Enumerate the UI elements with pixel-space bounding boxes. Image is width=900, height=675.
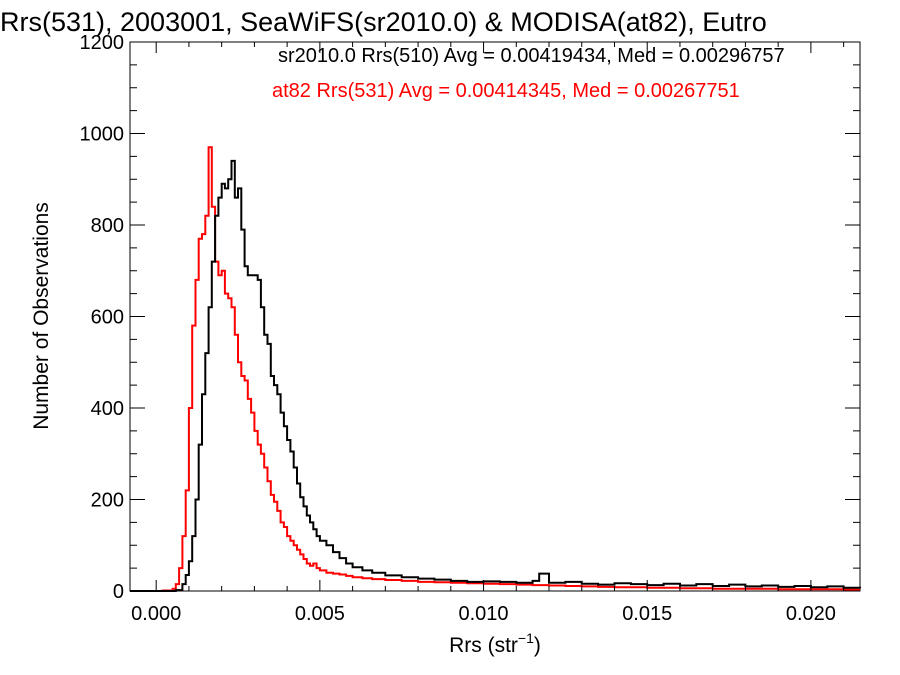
- x-tick-label: 0.000: [131, 603, 181, 625]
- y-tick-label: 1000: [80, 124, 125, 146]
- chart-title: Rrs(531), 2003001, SeaWiFS(sr2010.0) & M…: [0, 7, 767, 37]
- y-tick-label: 600: [91, 307, 124, 329]
- y-tick-label: 400: [91, 398, 124, 420]
- legend-entry-black: sr2010.0 Rrs(510) Avg = 0.00419434, Med …: [278, 45, 785, 67]
- y-axis-label: Number of Observations: [30, 202, 53, 430]
- y-tick-label: 0: [113, 581, 124, 603]
- x-axis-label: Rrs (str−1): [449, 630, 541, 657]
- y-tick-label: 1200: [80, 32, 125, 54]
- series-layer: [130, 146, 861, 592]
- x-tick-label: 0.020: [786, 603, 836, 625]
- y-tick-label: 200: [91, 490, 124, 512]
- series-red-line: [130, 146, 860, 592]
- plot-frame: [129, 41, 861, 592]
- ticks-layer: 0.000 0.005 0.010 0.015 0.020 0 200 400 600 800 10…: [80, 32, 860, 625]
- x-tick-label: 0.010: [459, 603, 509, 625]
- plot-area-border: [129, 41, 861, 592]
- y-tick-label: 800: [91, 215, 124, 237]
- x-tick-label: 0.015: [622, 603, 672, 625]
- x-tick-label: 0.005: [295, 603, 345, 625]
- series-black-line: [130, 159, 861, 592]
- legend-entry-red: at82 Rrs(531) Avg = 0.00414345, Med = 0.…: [272, 80, 740, 102]
